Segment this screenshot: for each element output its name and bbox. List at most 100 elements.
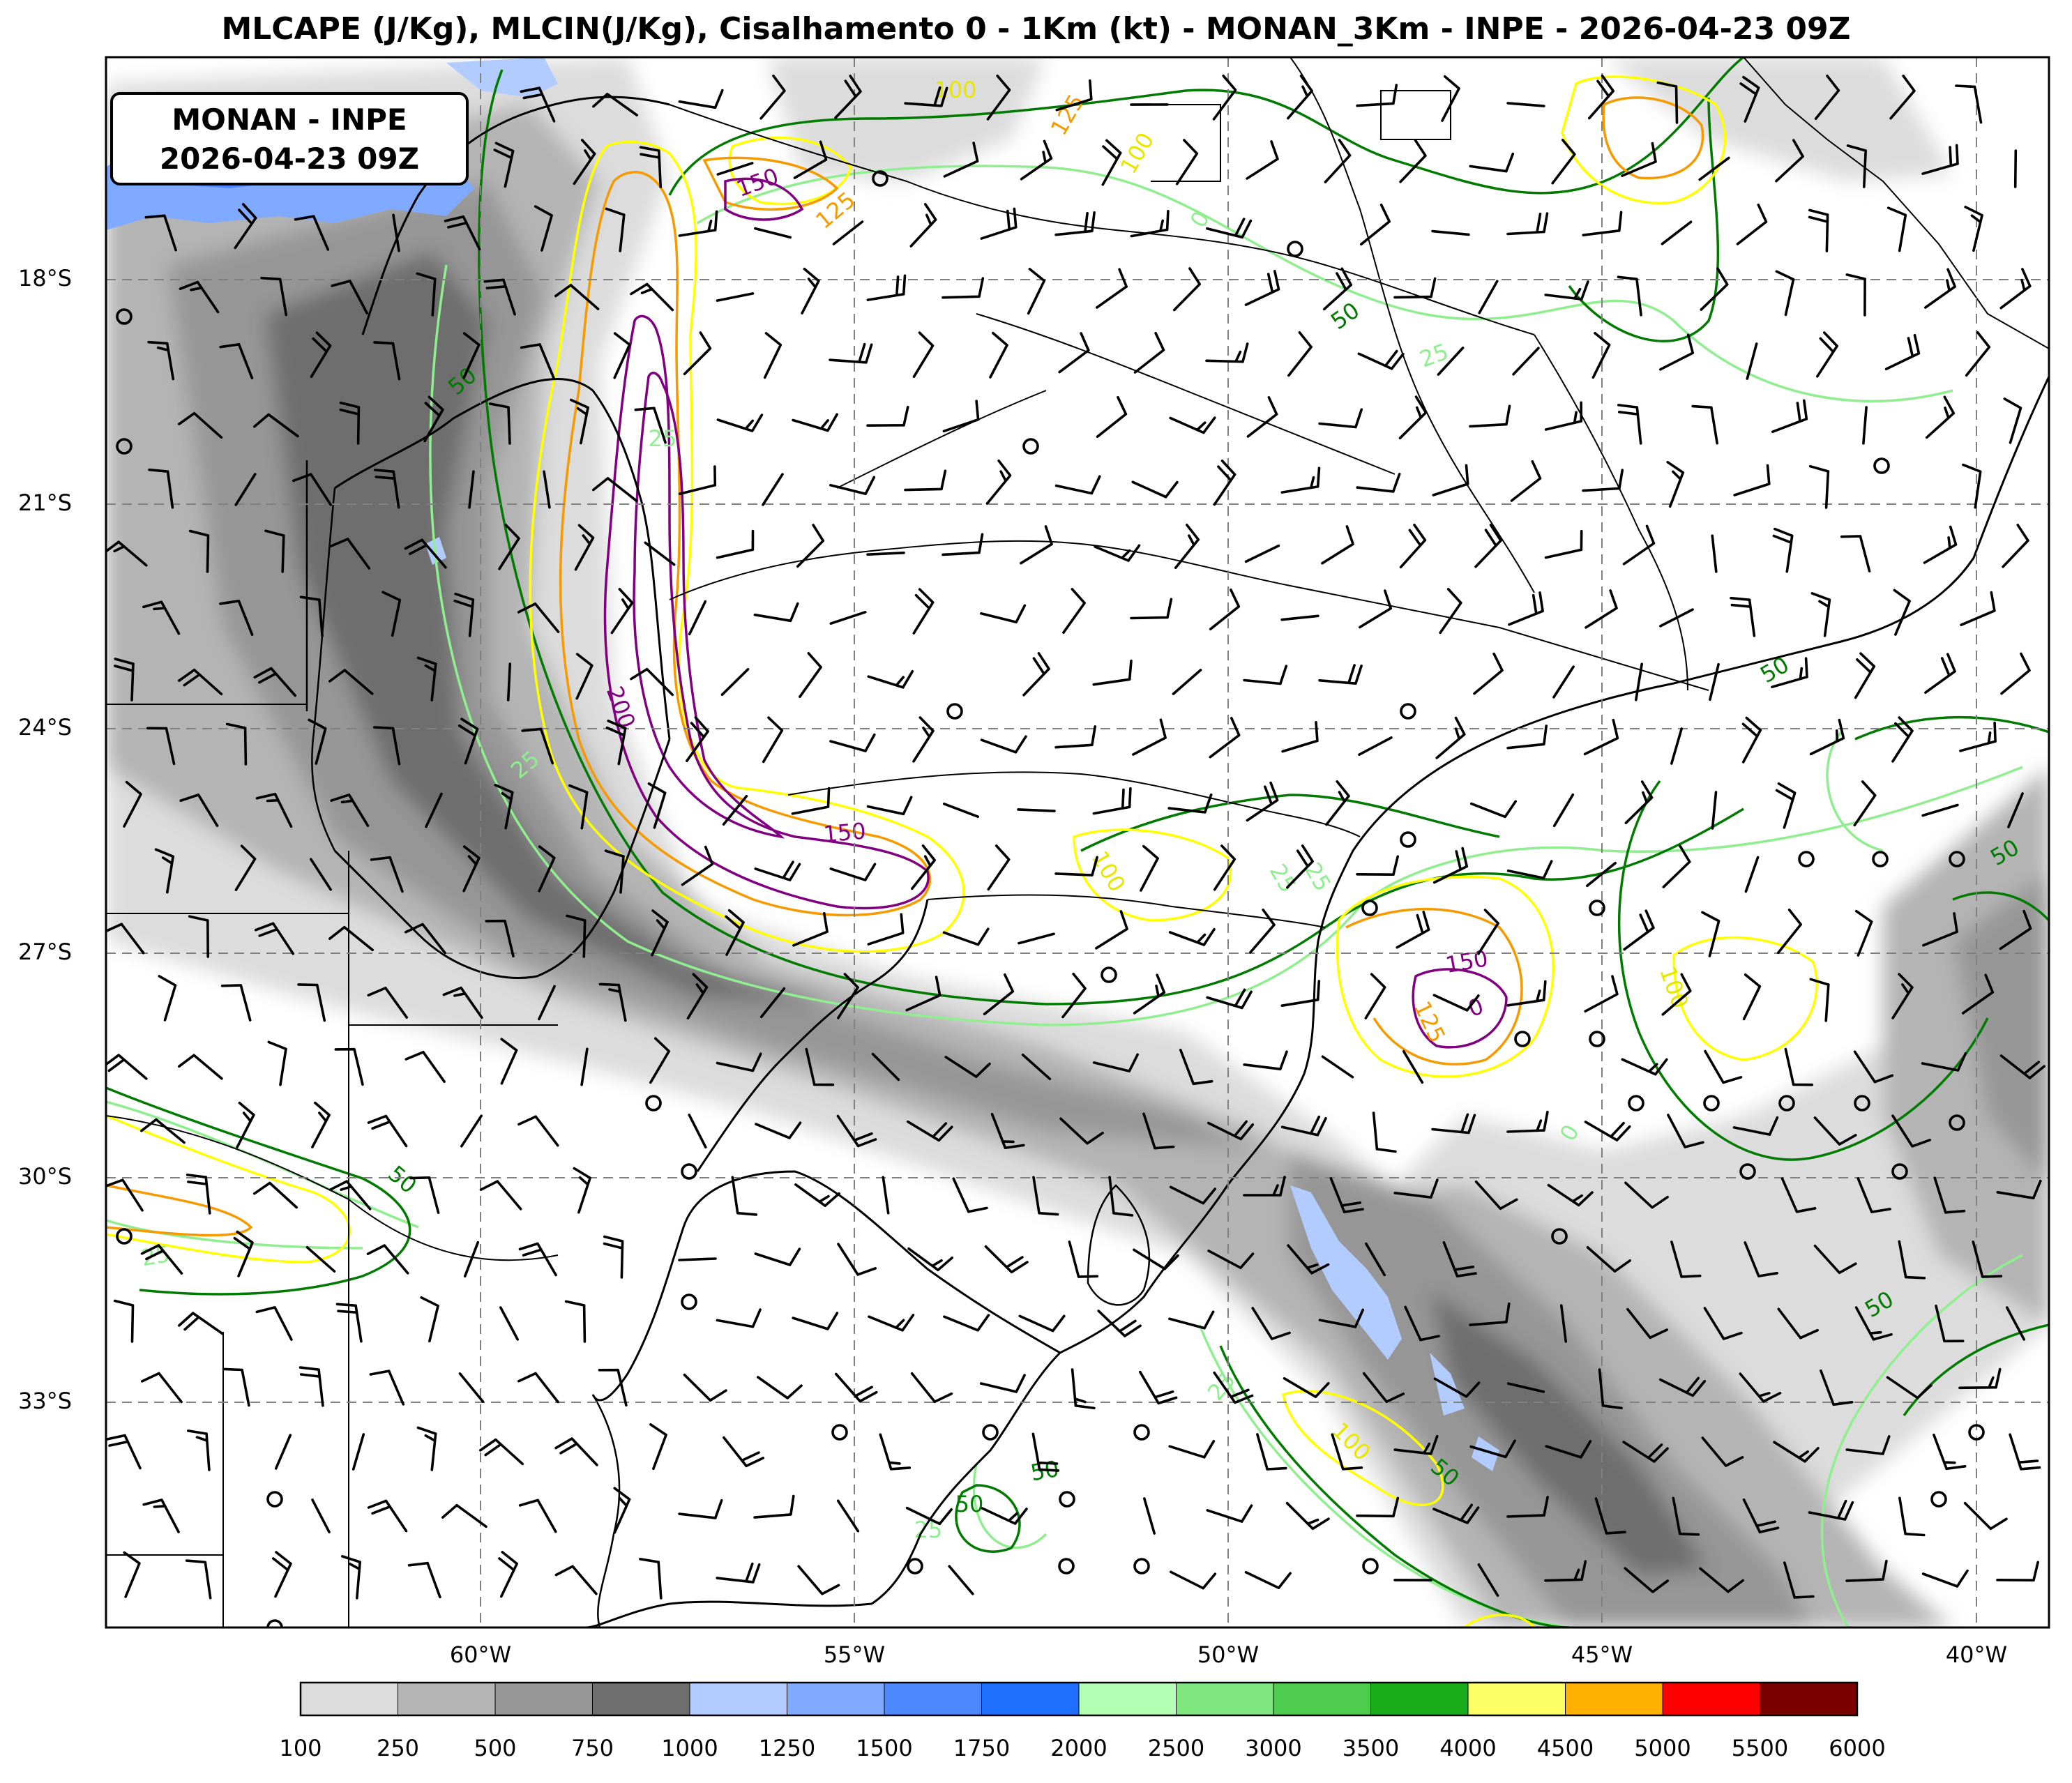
wind-barb bbox=[1055, 79, 1093, 112]
wind-barb bbox=[1206, 988, 1253, 1010]
wind-barb bbox=[1170, 1570, 1217, 1590]
wind-barb bbox=[1544, 401, 1583, 431]
wind-barb bbox=[1281, 721, 1319, 753]
calm-wind-circle bbox=[1628, 1095, 1644, 1111]
wind-barb bbox=[308, 718, 327, 765]
wind-barb bbox=[1670, 1240, 1702, 1278]
wind-barb bbox=[1357, 349, 1405, 370]
wind-barb bbox=[1249, 909, 1276, 954]
wind-barb bbox=[1433, 1377, 1481, 1398]
wind-barb bbox=[987, 844, 1011, 891]
cape-shading bbox=[106, 57, 2049, 1628]
wind-barb bbox=[1700, 267, 1729, 311]
wind-barb bbox=[518, 1499, 557, 1533]
wind-barb bbox=[829, 476, 876, 495]
wind-barb bbox=[980, 207, 1018, 240]
wind-barb bbox=[1092, 660, 1133, 686]
wind-barb bbox=[1972, 1240, 2003, 1278]
wind-barb bbox=[979, 1374, 1026, 1393]
wind-barb bbox=[989, 331, 1008, 379]
wind-barb bbox=[186, 1174, 211, 1215]
wind-barb bbox=[753, 1494, 795, 1519]
wind-barb bbox=[906, 1120, 953, 1142]
wind-barb bbox=[1996, 1179, 2042, 1199]
wind-barb bbox=[219, 343, 254, 379]
wind-barb bbox=[1437, 347, 1465, 376]
wind-barb bbox=[1246, 140, 1279, 180]
calm-wind-circle bbox=[1739, 1163, 1756, 1180]
colorbar-tick-label: 500 bbox=[474, 1735, 517, 1761]
map-title: MLCAPE (J/Kg), MLCIN(J/Kg), Cisalhamento… bbox=[221, 11, 1851, 47]
contour-label: 150 bbox=[822, 817, 867, 847]
wind-barb bbox=[1853, 1050, 1894, 1084]
wind-barb bbox=[1054, 725, 1096, 749]
calm-wind-circle bbox=[1949, 1114, 1965, 1131]
wind-barb bbox=[573, 1167, 591, 1214]
wind-barb bbox=[1506, 1382, 1545, 1393]
wind-barb bbox=[1321, 525, 1354, 565]
wind-barb bbox=[1101, 139, 1122, 186]
wind-barb bbox=[179, 280, 220, 314]
wind-barb bbox=[605, 207, 626, 252]
colorbar-swatch bbox=[884, 1683, 982, 1715]
wind-barb bbox=[142, 600, 181, 635]
wind-barb bbox=[1432, 847, 1469, 884]
wind-barb bbox=[1662, 844, 1691, 888]
lon-tick-40w: 40°W bbox=[1945, 1641, 2008, 1668]
wind-barb bbox=[836, 1114, 877, 1148]
wind-barb bbox=[762, 716, 784, 764]
wind-barb bbox=[980, 735, 1027, 754]
contour-label: 50 bbox=[955, 1491, 984, 1517]
wind-barb bbox=[234, 473, 257, 506]
calm-wind-circle bbox=[1400, 703, 1416, 720]
colorbar-tick-label: 6000 bbox=[1829, 1735, 1886, 1761]
wind-barb bbox=[1244, 544, 1280, 563]
wind-barb bbox=[416, 1426, 437, 1471]
wind-barb bbox=[407, 1561, 441, 1599]
wind-barb bbox=[943, 1314, 990, 1332]
wind-barb bbox=[1884, 333, 1921, 371]
wind-barb bbox=[219, 600, 254, 636]
wind-barb bbox=[829, 611, 867, 625]
wind-barb bbox=[255, 1306, 293, 1341]
wind-barb bbox=[598, 982, 627, 1022]
colorbar-tick-label: 5500 bbox=[1731, 1735, 1789, 1761]
colorbar-swatch bbox=[1079, 1683, 1177, 1715]
wind-barb bbox=[604, 849, 625, 894]
wind-barb bbox=[1059, 1117, 1104, 1145]
wind-barb bbox=[980, 604, 1027, 623]
wind-barb bbox=[942, 400, 980, 433]
wind-barb bbox=[1862, 406, 1868, 445]
colorbar-swatch bbox=[1468, 1683, 1566, 1715]
wind-barb bbox=[148, 468, 174, 509]
wind-barb bbox=[1742, 973, 1762, 1021]
wind-barb bbox=[458, 1372, 485, 1403]
calm-wind-circle bbox=[1400, 831, 1416, 848]
wind-barb bbox=[1318, 664, 1363, 685]
wind-barb bbox=[334, 1047, 364, 1086]
wind-barb bbox=[1175, 139, 1199, 185]
wind-barb bbox=[1923, 525, 1958, 564]
wind-barb bbox=[463, 1240, 480, 1278]
wind-barb bbox=[367, 1499, 408, 1533]
wind-barb bbox=[1783, 1561, 1815, 1599]
wind-barb bbox=[1506, 212, 1549, 236]
wind-barb bbox=[1027, 268, 1046, 315]
wind-barb bbox=[1935, 1304, 1965, 1343]
wind-barb bbox=[837, 973, 859, 1019]
wind-barb bbox=[1744, 856, 1760, 893]
wind-barb bbox=[253, 667, 296, 697]
wind-barb bbox=[298, 1366, 324, 1407]
wind-barb bbox=[453, 592, 475, 637]
wind-barb bbox=[1168, 927, 1216, 946]
colorbar-tick-label: 5000 bbox=[1634, 1735, 1691, 1761]
wind-barb bbox=[460, 1114, 483, 1148]
wind-barb bbox=[233, 1230, 254, 1277]
wind-barb bbox=[683, 1373, 727, 1402]
wind-barb bbox=[1243, 665, 1288, 685]
wind-barb bbox=[1280, 466, 1321, 494]
wind-barb bbox=[805, 1047, 835, 1086]
wind-barb bbox=[1095, 910, 1128, 950]
calm-wind-circle bbox=[982, 1424, 999, 1441]
wind-barb bbox=[1656, 81, 1679, 124]
